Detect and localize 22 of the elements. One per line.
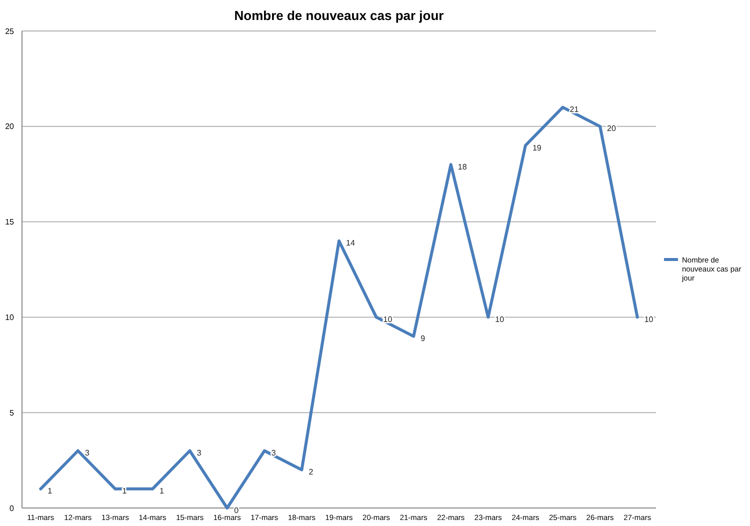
data-label: 9 [420, 334, 426, 344]
data-label: 2 [308, 468, 314, 477]
data-label: 3 [196, 448, 202, 458]
chart-title: Nombre de nouveaux cas par jour [234, 8, 444, 23]
y-tick-label: 5 [10, 408, 15, 418]
y-tick-label: 0 [10, 504, 15, 513]
data-label: 1 [160, 486, 165, 496]
data-label: 10 [495, 315, 505, 324]
data-label: 14 [346, 238, 356, 248]
y-tick-label: 25 [5, 26, 15, 36]
y-tick-label: 20 [5, 122, 15, 132]
data-label: 10 [644, 315, 654, 324]
data-label: 20 [607, 124, 617, 134]
data-label: 19 [532, 143, 542, 152]
data-label: 1 [48, 486, 53, 496]
data-label: 21 [570, 105, 580, 114]
data-label: 0 [234, 506, 240, 515]
y-tick-label: 10 [5, 313, 15, 322]
y-tick-label: 15 [5, 218, 15, 227]
data-label: 18 [458, 162, 468, 172]
data-label: 10 [383, 315, 393, 324]
data-label: 3 [84, 448, 90, 458]
